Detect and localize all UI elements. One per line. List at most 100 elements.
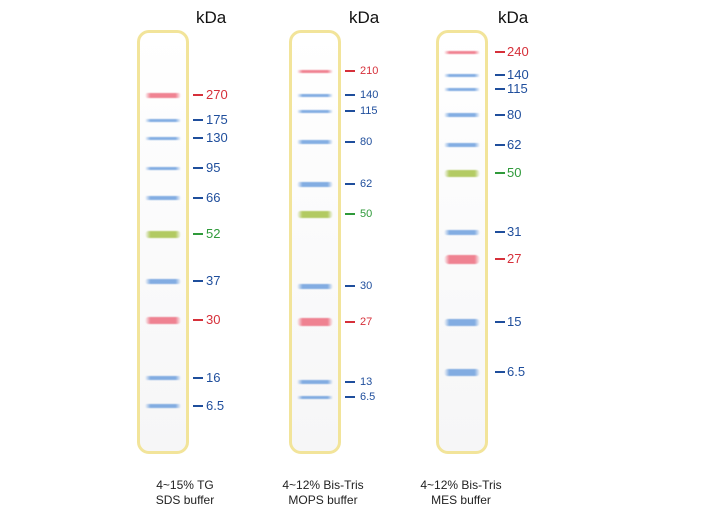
band-tick xyxy=(345,70,355,72)
marker-band xyxy=(297,140,333,144)
marker-band xyxy=(444,50,480,54)
marker-band xyxy=(444,254,480,264)
marker-band xyxy=(145,118,181,122)
marker-band xyxy=(297,69,333,73)
band-tick xyxy=(495,144,505,146)
marker-band xyxy=(297,380,333,384)
band-size-label: 37 xyxy=(206,273,221,288)
kda-unit-label: kDa xyxy=(196,8,227,27)
marker-band xyxy=(444,143,480,147)
gel-type-text: 4~15% TG xyxy=(156,478,214,492)
marker-band xyxy=(145,376,181,380)
band-size-label: 240 xyxy=(507,44,529,59)
band-size-label: 52 xyxy=(206,226,221,241)
marker-band xyxy=(444,318,480,326)
band-size-label: 115 xyxy=(507,81,528,96)
band-size-label: 27 xyxy=(507,251,522,266)
band-size-label: 15 xyxy=(507,314,522,329)
band-tick xyxy=(345,110,355,112)
gel-lane xyxy=(289,30,341,454)
band-tick xyxy=(193,197,203,199)
buffer-text: SDS buffer xyxy=(155,493,215,507)
band-size-label: 30 xyxy=(206,312,221,327)
marker-band xyxy=(145,278,181,284)
marker-band xyxy=(444,87,480,91)
band-size-label: 6.5 xyxy=(206,398,225,413)
band-tick xyxy=(345,141,355,143)
marker-band xyxy=(444,229,480,235)
marker-band xyxy=(145,316,181,324)
band-size-label: 50 xyxy=(507,165,522,180)
lane-caption: 4~12% Bis-Tris MOPS buffer xyxy=(253,478,393,508)
marker-band xyxy=(145,92,181,98)
marker-band xyxy=(297,93,333,97)
band-size-label: 30 xyxy=(360,280,373,292)
marker-band xyxy=(297,395,333,399)
band-tick xyxy=(193,319,203,321)
band-tick xyxy=(495,114,505,116)
band-tick xyxy=(495,321,505,323)
band-tick xyxy=(193,137,203,139)
band-tick xyxy=(495,371,505,373)
lane-caption: 4~15% TG SDS buffer xyxy=(115,478,255,508)
band-tick xyxy=(345,381,355,383)
marker-band xyxy=(444,73,480,77)
band-tick xyxy=(495,172,505,174)
band-tick xyxy=(495,74,505,76)
band-size-label: 175 xyxy=(206,112,228,127)
band-tick xyxy=(495,231,505,233)
gel-type-text: 4~12% Bis-Tris xyxy=(420,478,502,492)
buffer-text: MES buffer xyxy=(431,493,491,507)
band-size-label: 115 xyxy=(360,105,378,117)
band-size-label: 95 xyxy=(206,160,221,175)
marker-band xyxy=(145,136,181,140)
band-tick xyxy=(193,233,203,235)
band-tick xyxy=(345,396,355,398)
band-tick xyxy=(193,94,203,96)
marker-band xyxy=(444,368,480,376)
marker-band xyxy=(444,113,480,117)
band-size-label: 140 xyxy=(360,89,379,101)
kda-unit-label: kDa xyxy=(498,8,529,27)
band-tick xyxy=(193,119,203,121)
kda-unit-label: kDa xyxy=(349,8,380,27)
band-tick xyxy=(193,377,203,379)
band-tick xyxy=(345,183,355,185)
band-tick xyxy=(345,94,355,96)
marker-band xyxy=(444,169,480,177)
band-size-label: 6.5 xyxy=(360,391,376,403)
band-tick xyxy=(193,280,203,282)
marker-band xyxy=(145,230,181,238)
lane-caption: 4~12% Bis-Tris MES buffer xyxy=(391,478,531,508)
band-size-label: 50 xyxy=(360,208,373,220)
band-tick xyxy=(193,167,203,169)
gel-type-text: 4~12% Bis-Tris xyxy=(282,478,364,492)
marker-band xyxy=(297,210,333,218)
band-size-label: 130 xyxy=(206,130,228,145)
marker-band xyxy=(297,181,333,187)
buffer-text: MOPS buffer xyxy=(288,493,358,507)
band-size-label: 80 xyxy=(507,107,522,122)
band-tick xyxy=(495,88,505,90)
band-tick xyxy=(345,321,355,323)
band-size-label: 140 xyxy=(507,67,529,82)
marker-band xyxy=(145,404,181,408)
gel-lane xyxy=(137,30,189,454)
band-tick xyxy=(193,405,203,407)
band-size-label: 80 xyxy=(360,136,373,148)
band-size-label: 27 xyxy=(360,316,373,328)
band-size-label: 62 xyxy=(360,178,373,190)
band-tick xyxy=(345,213,355,215)
marker-band xyxy=(297,318,333,326)
band-tick xyxy=(345,285,355,287)
gel-lane xyxy=(436,30,488,454)
band-size-label: 270 xyxy=(206,87,228,102)
band-size-label: 13 xyxy=(360,376,373,388)
band-size-label: 62 xyxy=(507,137,522,152)
marker-band xyxy=(297,283,333,289)
marker-band xyxy=(297,109,333,113)
band-size-label: 16 xyxy=(206,370,221,385)
band-size-label: 31 xyxy=(507,224,522,239)
band-size-label: 6.5 xyxy=(507,364,526,379)
band-size-label: 66 xyxy=(206,190,221,205)
